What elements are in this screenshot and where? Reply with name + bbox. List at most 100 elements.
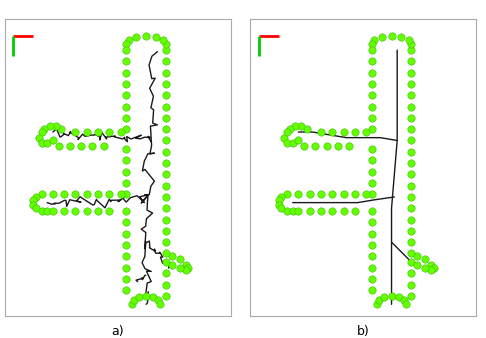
Point <box>407 183 415 188</box>
Point <box>182 262 190 267</box>
Point <box>368 191 376 197</box>
Point <box>351 129 359 135</box>
Point <box>122 231 130 236</box>
Point <box>407 217 415 222</box>
Point <box>368 180 376 186</box>
Point <box>38 141 46 146</box>
Point <box>125 38 133 43</box>
Point <box>407 81 415 87</box>
Point <box>407 270 415 276</box>
Point <box>407 138 415 143</box>
Point <box>77 143 85 149</box>
Point <box>368 47 376 53</box>
Point <box>374 301 382 307</box>
Point <box>329 209 336 214</box>
Point <box>162 42 170 47</box>
Point <box>388 293 396 298</box>
Point <box>280 135 288 140</box>
Point <box>162 93 170 98</box>
Point <box>421 265 429 270</box>
Point <box>162 126 170 132</box>
Point <box>400 297 408 303</box>
Point <box>152 34 160 40</box>
Point <box>340 209 347 214</box>
Point <box>407 194 415 200</box>
Point <box>128 301 136 307</box>
Point <box>66 143 74 149</box>
Point <box>295 209 302 214</box>
Point <box>283 209 291 214</box>
Point <box>345 143 353 149</box>
Point <box>283 191 291 197</box>
Point <box>122 265 130 270</box>
Point <box>275 197 282 202</box>
Point <box>156 301 164 307</box>
Point <box>94 129 102 135</box>
Point <box>405 38 413 43</box>
Point <box>368 70 376 75</box>
Point <box>49 191 57 197</box>
Point <box>83 129 91 135</box>
Point <box>407 239 415 245</box>
Point <box>162 70 170 75</box>
Point <box>35 135 43 140</box>
Point <box>122 146 130 152</box>
Point <box>43 141 51 146</box>
Point <box>135 294 143 300</box>
Point <box>52 124 60 129</box>
Point <box>132 34 140 40</box>
Point <box>162 270 170 276</box>
Point <box>323 143 330 149</box>
Point <box>105 209 113 214</box>
Point <box>94 209 102 214</box>
Point <box>162 206 170 211</box>
Point <box>162 104 170 109</box>
Point <box>378 34 385 40</box>
Point <box>159 38 167 43</box>
Text: b): b) <box>357 324 370 338</box>
Point <box>368 254 376 259</box>
Point <box>413 254 421 259</box>
Point <box>122 115 130 121</box>
Point <box>88 143 96 149</box>
Point <box>340 191 347 197</box>
Point <box>54 143 62 149</box>
Point <box>38 209 46 214</box>
Point <box>122 104 130 109</box>
Point <box>368 288 376 293</box>
Point <box>185 265 192 270</box>
Point <box>162 293 170 298</box>
Point <box>351 209 359 214</box>
Point <box>122 42 130 47</box>
Point <box>368 93 376 98</box>
Point <box>368 265 376 270</box>
Point <box>362 191 370 197</box>
Point <box>306 209 313 214</box>
Point <box>71 191 79 197</box>
Point <box>427 262 435 267</box>
Point <box>122 169 130 174</box>
Point <box>32 206 40 211</box>
Point <box>162 81 170 87</box>
Point <box>289 141 296 146</box>
Point <box>122 59 130 64</box>
Point <box>368 158 376 163</box>
Point <box>283 141 291 146</box>
Point <box>122 70 130 75</box>
Point <box>275 203 282 208</box>
Point <box>155 297 162 303</box>
Point <box>162 228 170 234</box>
Point <box>162 259 170 265</box>
Point <box>368 169 376 174</box>
Point <box>71 209 79 214</box>
Point <box>375 297 383 303</box>
Point <box>407 93 415 98</box>
Point <box>46 124 54 129</box>
Point <box>407 126 415 132</box>
Point <box>122 158 130 163</box>
Point <box>368 276 376 282</box>
Point <box>278 194 285 200</box>
Point <box>162 217 170 222</box>
Point <box>340 129 347 135</box>
Point <box>430 265 438 270</box>
